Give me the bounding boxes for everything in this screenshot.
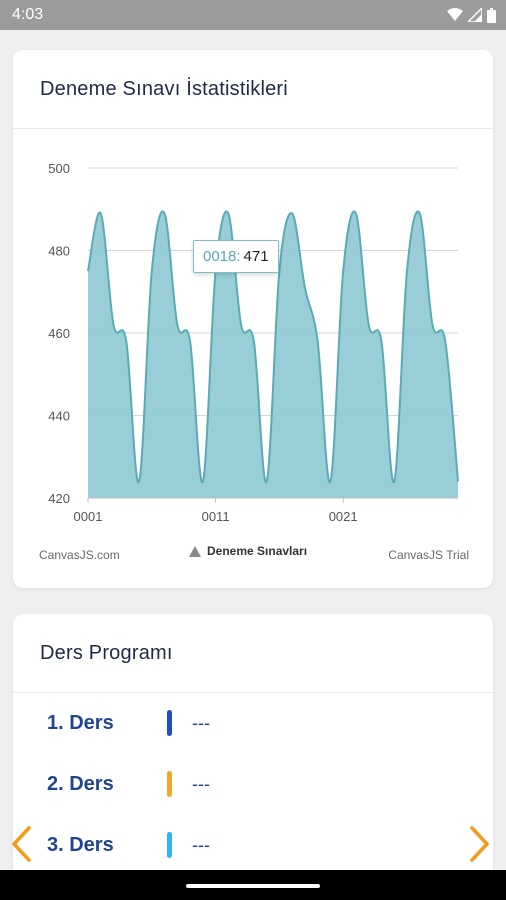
program-card-title: Ders Programı [13,614,493,693]
wifi-icon [447,8,463,21]
tooltip-label: 0018: [203,248,241,265]
signal-icon [468,8,482,22]
y-tick-label: 500 [48,161,70,176]
x-tick-label: 0021 [329,509,358,524]
area-line [87,210,459,483]
chart-tooltip: 0018: 471 [193,240,279,273]
chart-legend[interactable]: Deneme Sınavları [189,544,307,558]
y-tick-label: 460 [48,326,70,341]
lesson-row[interactable]: 3. Ders --- [47,832,210,858]
canvasjs-credit[interactable]: CanvasJS.com [39,548,120,562]
stats-card: Deneme Sınavı İstatistikleri 500 480 460 44… [13,50,493,588]
next-arrow-icon[interactable] [469,826,491,862]
status-bar: 4:03 [0,0,506,30]
lesson-value: --- [192,712,210,733]
lesson-row[interactable]: 2. Ders --- [47,771,210,797]
lesson-color-bar [167,710,172,736]
lesson-color-bar [167,771,172,797]
x-tick-label: 0011 [202,509,230,524]
area-chart[interactable]: 500 480 460 440 420 0001 0011 0021 [13,129,493,539]
status-icons [447,6,496,24]
lesson-value: --- [192,834,210,855]
tooltip-value: 471 [243,248,269,265]
battery-icon [487,7,496,23]
area-fill [88,211,458,498]
lesson-row[interactable]: 1. Ders --- [47,710,210,736]
lesson-name: 1. Ders [47,711,114,734]
y-tick-label: 420 [48,491,70,506]
lesson-color-bar [167,832,172,858]
y-tick-label: 440 [48,409,70,424]
status-time: 4:03 [12,6,44,23]
legend-marker-icon [189,545,201,557]
program-card: Ders Programı 1. Ders --- 2. Ders --- 3.… [13,614,493,884]
canvasjs-trial-credit: CanvasJS Trial [388,548,469,562]
lesson-value: --- [192,773,210,794]
previous-arrow-icon[interactable] [10,826,32,862]
home-gesture-handle[interactable] [186,884,320,888]
x-tick-label: 0001 [74,509,103,524]
lesson-name: 2. Ders [47,772,114,795]
system-nav-bar [0,870,506,900]
lesson-name: 3. Ders [47,833,114,856]
stats-card-title: Deneme Sınavı İstatistikleri [13,50,493,129]
y-tick-label: 480 [48,244,70,259]
legend-label: Deneme Sınavları [207,544,308,558]
